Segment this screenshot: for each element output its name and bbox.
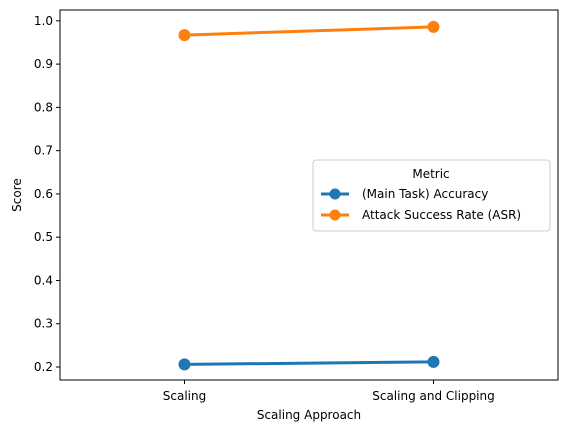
series-group — [178, 20, 440, 371]
y-tick-label: 1.0 — [34, 14, 53, 28]
y-tick-label: 0.8 — [34, 100, 53, 114]
series-point-0-1 — [427, 355, 440, 368]
y-tick-label: 0.5 — [34, 230, 53, 244]
y-axis: 0.2 0.3 0.4 0.5 0.6 0.7 0.8 0.9 1.0 — [34, 14, 60, 374]
plot-frame — [59, 9, 559, 381]
y-tick-label: 0.9 — [34, 57, 53, 71]
series-point-0-0 — [178, 358, 191, 371]
y-tick-label: 0.6 — [34, 187, 53, 201]
y-tick-label: 0.7 — [34, 144, 53, 158]
legend: Metric (Main Task) Accuracy Attack Succes… — [312, 159, 551, 232]
series-line-1 — [183, 25, 435, 37]
legend-label-0: (Main Task) Accuracy — [362, 187, 488, 201]
series-point-1-0 — [178, 29, 191, 42]
y-tick-label: 0.4 — [34, 273, 53, 287]
legend-label-1: Attack Success Rate (ASR) — [362, 208, 521, 222]
legend-box — [312, 159, 551, 232]
legend-marker-0 — [329, 188, 341, 200]
x-axis-title: Scaling Approach — [257, 408, 361, 422]
y-tick-label: 0.3 — [34, 317, 53, 331]
x-axis: Scaling Scaling and Clipping — [163, 380, 495, 403]
x-tick-label: Scaling — [163, 389, 206, 403]
y-axis-title: Score — [10, 178, 24, 212]
legend-title: Metric — [412, 167, 449, 181]
legend-marker-1 — [329, 209, 341, 221]
y-tick-label: 0.2 — [34, 360, 53, 374]
x-tick-label: Scaling and Clipping — [372, 389, 495, 403]
series-line-0 — [183, 360, 435, 366]
series-point-1-1 — [427, 20, 440, 33]
